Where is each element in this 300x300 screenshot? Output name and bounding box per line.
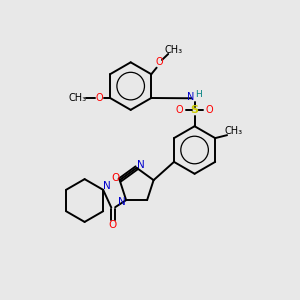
- Text: N: N: [118, 197, 125, 208]
- Text: H: H: [195, 90, 202, 99]
- Text: N: N: [187, 92, 194, 102]
- Text: O: O: [109, 220, 117, 230]
- Text: N: N: [103, 181, 111, 191]
- Text: S: S: [190, 105, 199, 115]
- Text: CH₃: CH₃: [225, 126, 243, 136]
- Text: O: O: [96, 93, 103, 103]
- Text: CH₃: CH₃: [164, 45, 182, 55]
- Text: O: O: [155, 57, 163, 67]
- Text: N: N: [137, 160, 145, 170]
- Text: O: O: [176, 105, 184, 115]
- Text: CH₃: CH₃: [69, 93, 87, 103]
- Text: O: O: [111, 173, 119, 183]
- Text: O: O: [206, 105, 213, 115]
